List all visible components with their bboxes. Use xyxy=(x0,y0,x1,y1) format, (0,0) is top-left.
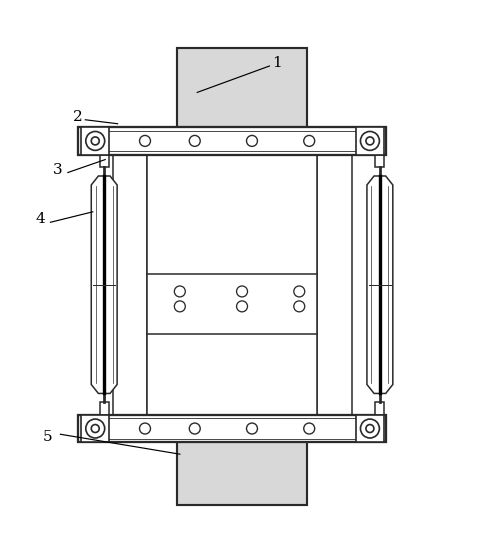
Circle shape xyxy=(189,423,200,434)
Bar xyxy=(375,155,384,167)
Circle shape xyxy=(140,423,151,434)
Bar xyxy=(100,402,109,415)
Circle shape xyxy=(237,301,248,312)
Circle shape xyxy=(304,423,315,434)
Text: 3: 3 xyxy=(53,162,63,176)
Circle shape xyxy=(140,136,151,146)
Circle shape xyxy=(247,136,257,146)
Text: 5: 5 xyxy=(43,430,53,444)
Circle shape xyxy=(91,137,99,145)
Circle shape xyxy=(174,286,185,297)
Bar xyxy=(177,47,307,134)
Circle shape xyxy=(237,286,248,297)
Bar xyxy=(177,438,307,506)
Bar xyxy=(113,155,148,415)
Circle shape xyxy=(366,137,374,145)
Polygon shape xyxy=(91,176,117,393)
Bar xyxy=(356,415,384,442)
Circle shape xyxy=(86,132,105,150)
Polygon shape xyxy=(367,176,393,393)
Bar xyxy=(81,127,109,155)
Bar xyxy=(81,415,109,442)
Bar xyxy=(78,127,386,155)
Bar xyxy=(375,402,384,415)
Text: 1: 1 xyxy=(272,56,282,70)
Circle shape xyxy=(247,423,257,434)
Circle shape xyxy=(294,301,305,312)
Circle shape xyxy=(304,136,315,146)
Circle shape xyxy=(86,419,105,438)
Circle shape xyxy=(294,286,305,297)
Bar xyxy=(356,127,384,155)
Bar xyxy=(317,155,351,415)
Bar xyxy=(82,131,382,151)
Circle shape xyxy=(360,132,379,150)
Bar xyxy=(78,415,386,442)
Text: 2: 2 xyxy=(73,110,83,124)
Text: 4: 4 xyxy=(35,212,45,227)
Bar xyxy=(82,418,382,439)
Circle shape xyxy=(366,425,374,432)
Bar xyxy=(148,155,317,415)
Bar xyxy=(100,155,109,167)
Circle shape xyxy=(174,301,185,312)
Circle shape xyxy=(360,419,379,438)
Circle shape xyxy=(91,425,99,432)
Circle shape xyxy=(189,136,200,146)
